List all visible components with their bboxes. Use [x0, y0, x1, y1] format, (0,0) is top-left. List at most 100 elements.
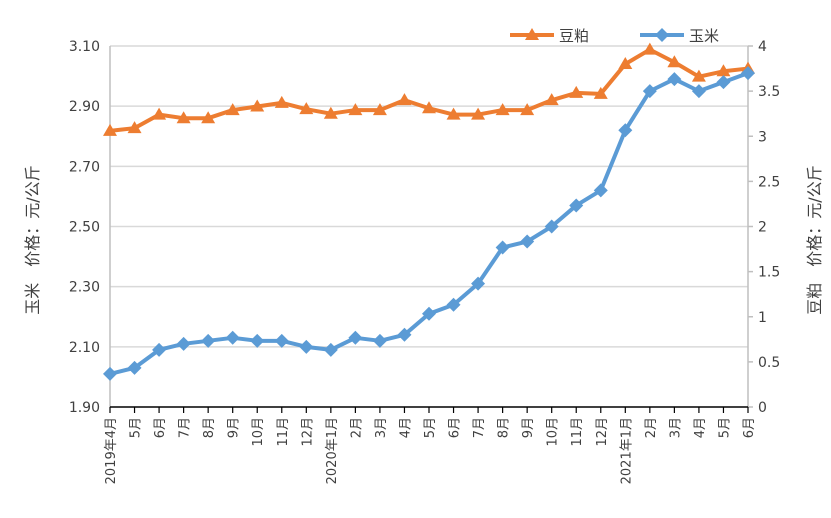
x-tick-label: 2020年1月 — [325, 417, 340, 484]
data-point-diamond — [471, 276, 486, 291]
data-point-triangle — [250, 99, 265, 112]
left-tick-label: 2.10 — [69, 340, 100, 356]
right-tick-label: 0 — [758, 400, 767, 416]
data-point-triangle — [372, 103, 387, 116]
data-point-diamond — [127, 360, 142, 375]
data-point-triangle — [397, 93, 412, 106]
data-point-triangle — [544, 93, 559, 106]
axes: 1.90 2.10 2.30 2.50 2.70 2.90 3.10 0 0.5 1 1.5 2 2.5… — [69, 39, 780, 484]
data-point-diamond — [569, 198, 584, 213]
data-point-diamond — [250, 333, 265, 348]
data-point-triangle — [618, 57, 633, 70]
data-point-triangle — [667, 55, 682, 68]
x-tick-label: 2月 — [349, 417, 364, 438]
data-point-triangle — [225, 103, 240, 116]
data-point-diamond — [152, 342, 167, 357]
x-tick-label: 2021年1月 — [619, 417, 634, 484]
data-point-diamond — [323, 342, 338, 357]
x-tick-label: 8月 — [497, 417, 512, 438]
data-point-triangle — [103, 123, 117, 136]
data-point-triangle — [152, 107, 167, 120]
data-point-diamond — [642, 84, 657, 99]
data-point-triangle — [520, 103, 535, 116]
data-point-triangle — [201, 111, 216, 124]
legend-label: 玉米 — [689, 27, 719, 45]
x-tick-label: 6月 — [742, 417, 757, 438]
left-tick-label: 2.30 — [69, 280, 100, 296]
left-tick-label: 3.10 — [69, 39, 100, 55]
data-point-diamond — [274, 333, 289, 348]
legend: 豆粕 玉米 — [510, 27, 719, 45]
right-tick-label: 2.5 — [758, 174, 780, 190]
data-point-diamond — [103, 366, 117, 381]
legend-label: 豆粕 — [559, 27, 589, 45]
x-tick-label: 9月 — [521, 417, 536, 438]
data-point-diamond — [397, 327, 412, 342]
x-tick-label: 4月 — [693, 417, 708, 438]
data-point-diamond — [176, 336, 191, 351]
data-point-triangle — [274, 95, 289, 108]
data-point-diamond — [544, 219, 559, 234]
x-tick-label: 9月 — [227, 417, 242, 438]
data-point-triangle — [348, 103, 363, 116]
x-tick-label: 11月 — [276, 417, 291, 447]
data-point-triangle — [323, 106, 338, 119]
x-tick-label: 12月 — [595, 417, 610, 447]
left-tick-label: 2.90 — [69, 99, 100, 115]
data-point-diamond — [593, 183, 608, 198]
x-tick-label: 6月 — [153, 417, 168, 438]
data-point-triangle — [471, 107, 486, 120]
x-tick-label: 10月 — [251, 417, 266, 447]
left-tick-label: 1.90 — [69, 400, 100, 416]
data-point-diamond — [225, 330, 240, 345]
data-point-triangle — [176, 111, 191, 124]
data-point-triangle — [422, 101, 436, 114]
x-tick-label: 5月 — [129, 417, 144, 438]
series-layer — [103, 42, 755, 381]
right-tick-label: 0.5 — [758, 355, 780, 371]
legend-triangle-icon — [525, 28, 539, 40]
x-tick-label: 2月 — [644, 417, 659, 438]
data-point-diamond — [520, 234, 535, 249]
data-point-triangle — [127, 121, 142, 134]
right-tick-label: 4 — [758, 39, 767, 55]
x-tick-label: 3月 — [668, 417, 683, 438]
x-tick-label: 4月 — [398, 417, 413, 438]
data-point-diamond — [446, 297, 461, 312]
data-point-triangle — [495, 103, 510, 116]
x-tick-label: 3月 — [374, 417, 389, 438]
left-tick-label: 2.70 — [69, 159, 100, 175]
data-point-diamond — [618, 123, 633, 138]
data-point-diamond — [741, 66, 755, 81]
data-point-diamond — [495, 240, 510, 255]
x-tick-label: 12月 — [300, 417, 315, 447]
left-axis-label: 玉米 价格：元/公斤 — [23, 165, 42, 314]
right-tick-label: 2 — [758, 220, 767, 236]
legend-diamond-icon — [655, 28, 669, 42]
data-point-diamond — [691, 84, 706, 99]
data-point-triangle — [569, 85, 584, 98]
x-tick-label: 2019年4月 — [104, 417, 119, 484]
right-tick-label: 1 — [758, 310, 767, 326]
x-tick-label: 10月 — [546, 417, 561, 447]
x-tick-label: 8月 — [202, 417, 217, 438]
data-point-diamond — [667, 72, 682, 87]
x-tick-label: 5月 — [423, 417, 438, 438]
x-tick-label: 11月 — [570, 417, 585, 447]
data-point-triangle — [593, 86, 608, 99]
data-point-triangle — [642, 42, 657, 55]
right-axis-label: 豆粕 价格：元/公斤 — [805, 165, 824, 314]
data-point-diamond — [299, 339, 314, 354]
data-point-triangle — [691, 69, 706, 82]
left-tick-label: 2.50 — [69, 220, 100, 236]
right-tick-label: 1.5 — [758, 265, 780, 281]
right-tick-label: 3.5 — [758, 84, 780, 100]
x-tick-label: 7月 — [178, 417, 193, 438]
data-point-diamond — [422, 306, 436, 321]
data-point-diamond — [201, 333, 216, 348]
x-tick-label: 5月 — [717, 417, 732, 438]
data-point-diamond — [716, 75, 731, 90]
data-point-diamond — [372, 333, 387, 348]
right-tick-label: 3 — [758, 129, 767, 145]
